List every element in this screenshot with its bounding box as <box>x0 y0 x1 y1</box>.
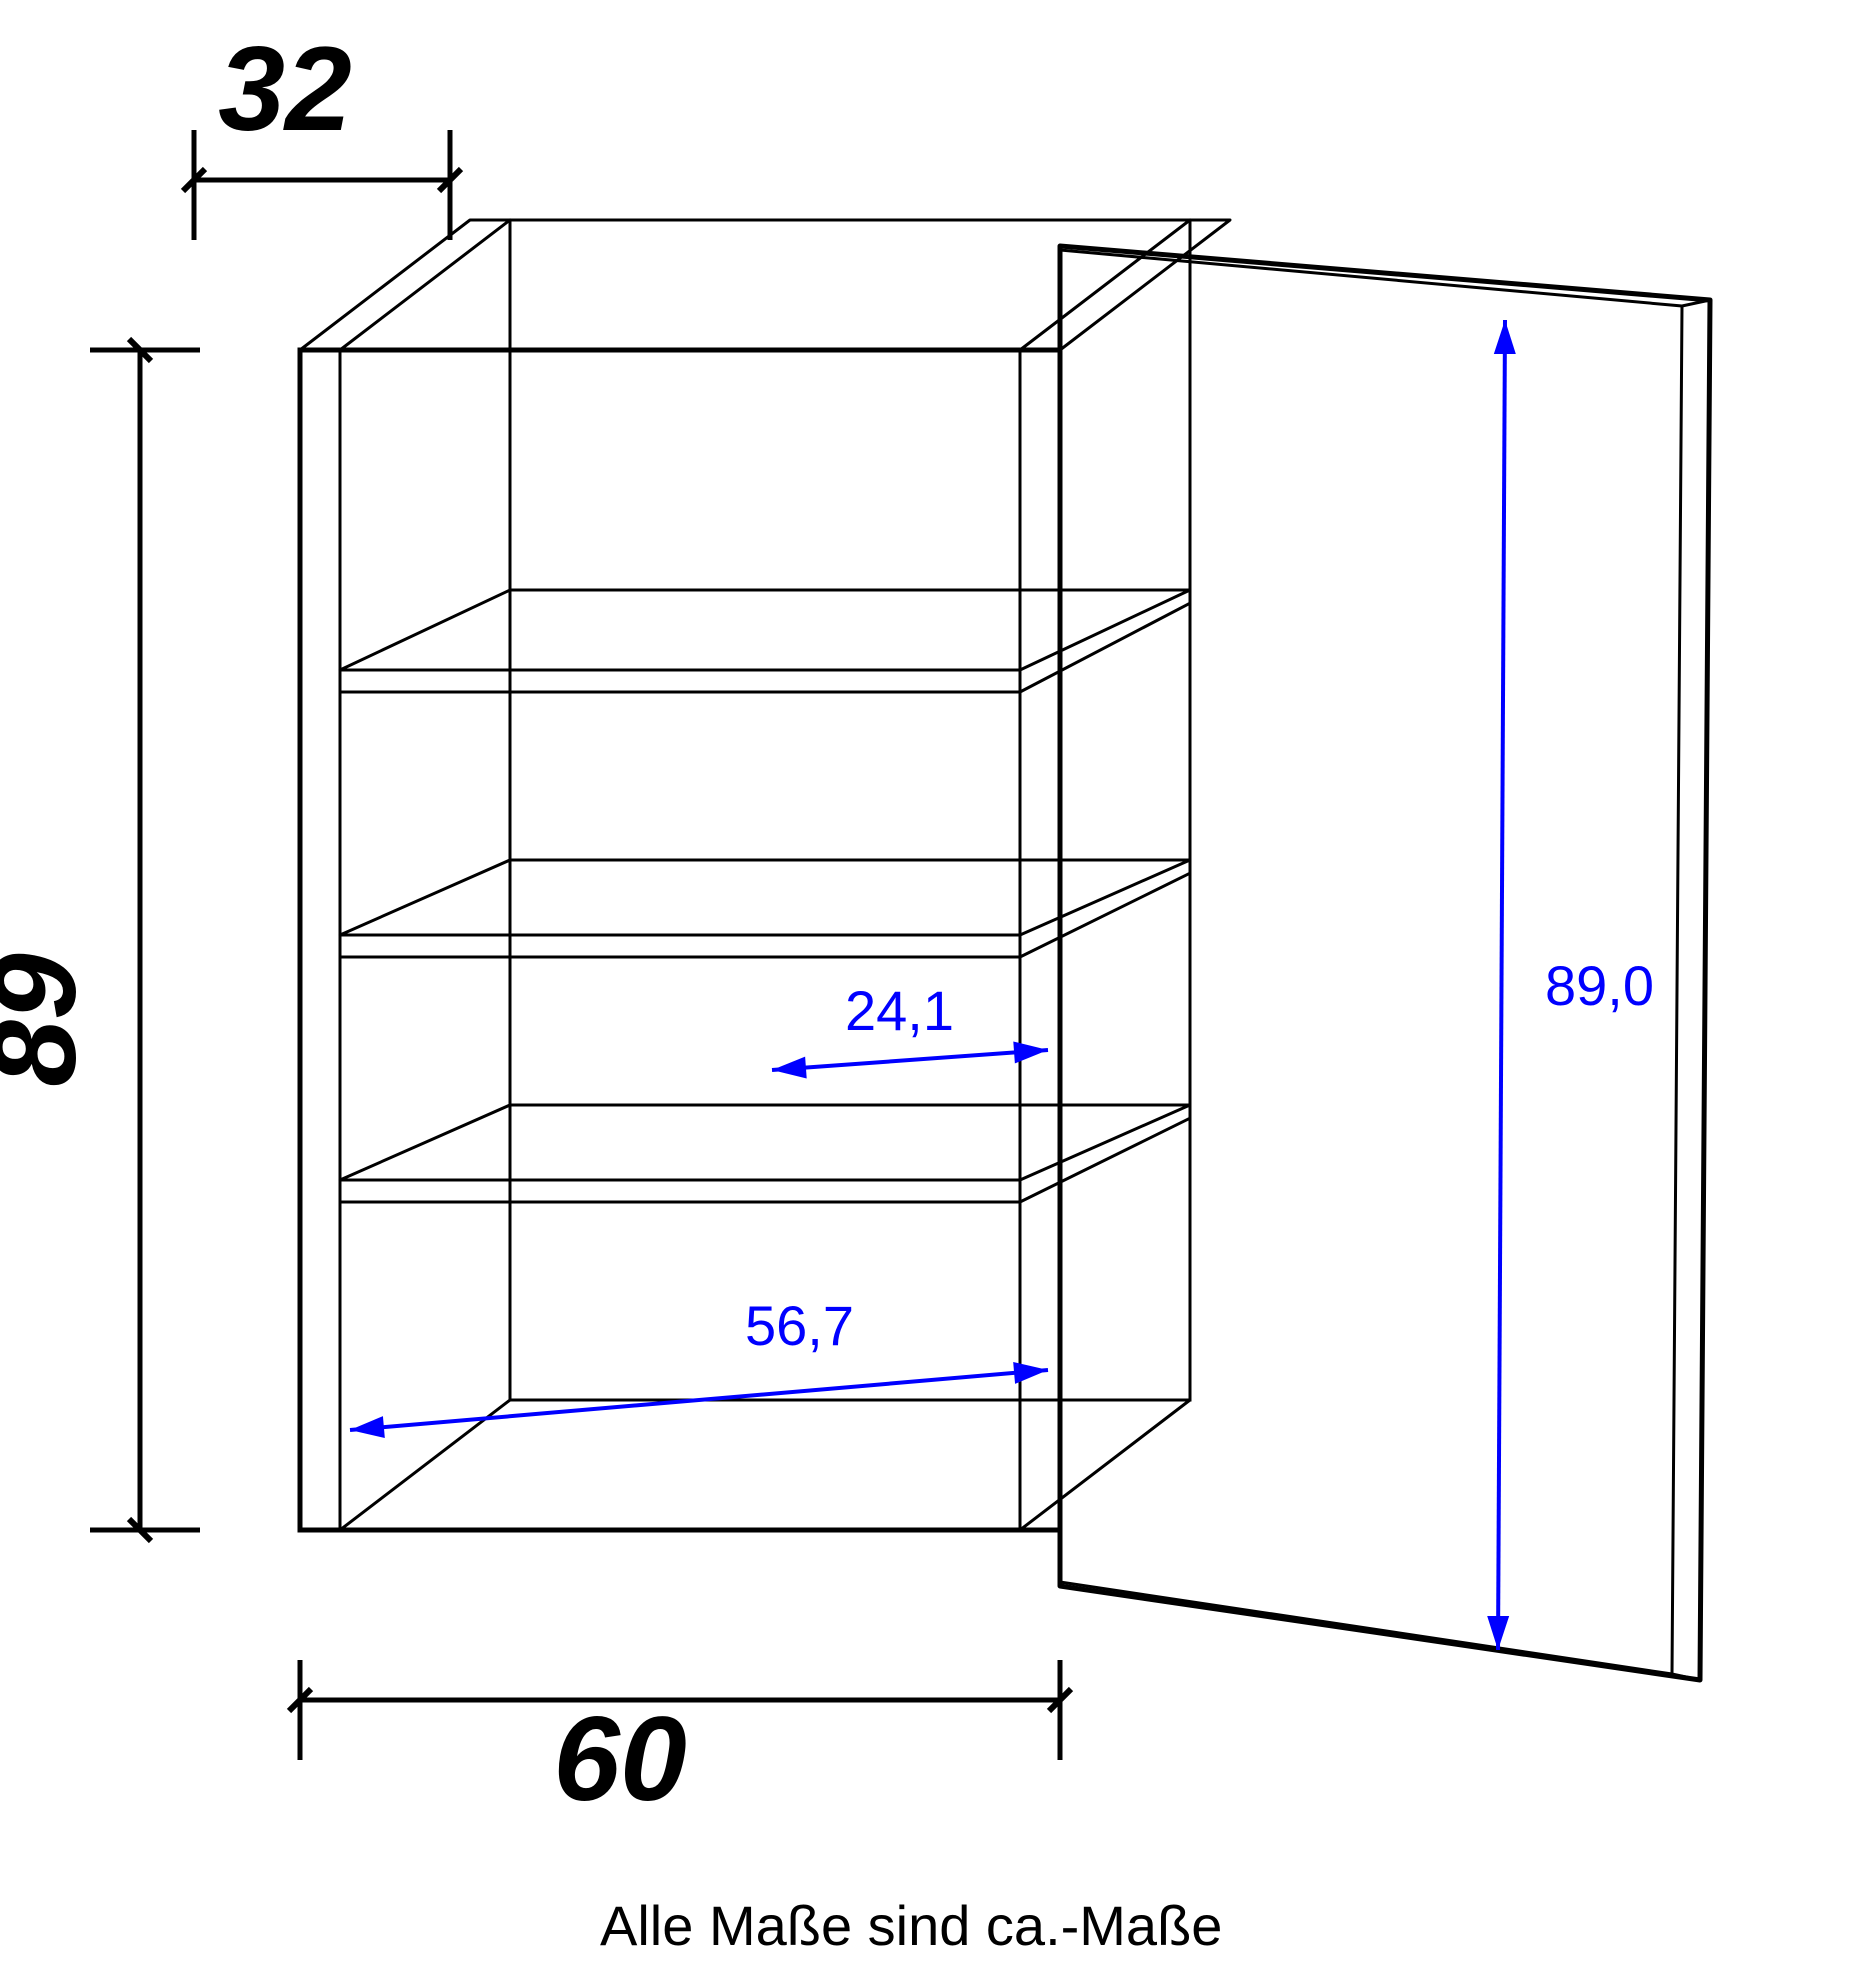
dim-inner-depth: 24,1 <box>845 979 954 1042</box>
dim-depth: 32 <box>218 22 351 156</box>
caption: Alle Maße sind ca.-Maße <box>600 1894 1222 1957</box>
dim-width: 60 <box>553 1692 686 1826</box>
dim-inner-height: 89,0 <box>1545 954 1654 1017</box>
dim-height: 89 <box>0 953 101 1087</box>
dim-inner-width: 56,7 <box>745 1294 854 1357</box>
